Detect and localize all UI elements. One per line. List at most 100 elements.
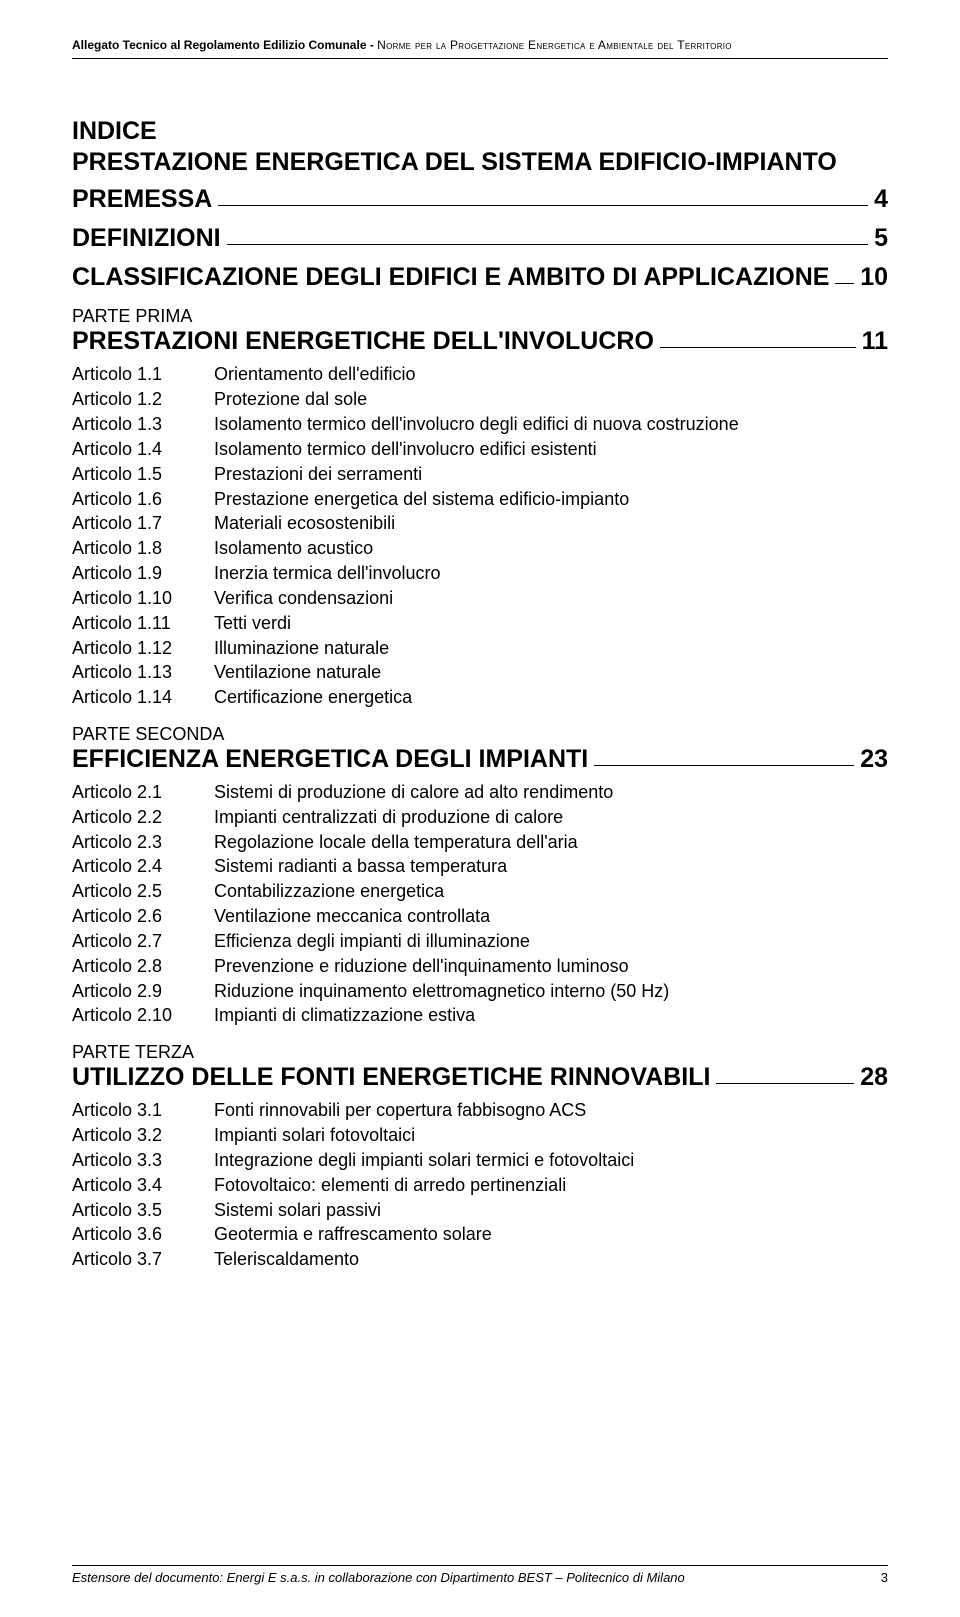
article-number: Articolo 1.9: [72, 561, 214, 586]
article-title: Fotovoltaico: elementi di arredo pertine…: [214, 1173, 888, 1198]
article-number: Articolo 2.6: [72, 904, 214, 929]
toc-row-premessa: PREMESSA 4: [72, 185, 888, 214]
definizioni-label: DEFINIZIONI: [72, 224, 221, 253]
article-row: Articolo 2.8Prevenzione e riduzione dell…: [72, 954, 888, 979]
article-row: Articolo 1.4Isolamento termico dell'invo…: [72, 437, 888, 462]
article-number: Articolo 1.13: [72, 660, 214, 685]
article-number: Articolo 1.6: [72, 487, 214, 512]
parte1-label: PARTE PRIMA: [72, 306, 888, 327]
parte2-heading: EFFICIENZA ENERGETICA DEGLI IMPIANTI: [72, 745, 588, 774]
article-row: Articolo 1.5Prestazioni dei serramenti: [72, 462, 888, 487]
parte3-heading: UTILIZZO DELLE FONTI ENERGETICHE RINNOVA…: [72, 1063, 710, 1092]
article-number: Articolo 1.10: [72, 586, 214, 611]
article-row: Articolo 3.4Fotovoltaico: elementi di ar…: [72, 1173, 888, 1198]
premessa-label: PREMESSA: [72, 185, 212, 214]
article-title: Sistemi solari passivi: [214, 1198, 888, 1223]
article-row: Articolo 1.10Verifica condensazioni: [72, 586, 888, 611]
article-number: Articolo 3.3: [72, 1148, 214, 1173]
article-number: Articolo 1.3: [72, 412, 214, 437]
toc-row-classificazione: CLASSIFICAZIONE DEGLI EDIFICI E AMBITO D…: [72, 263, 888, 292]
article-title: Isolamento acustico: [214, 536, 888, 561]
article-title: Verifica condensazioni: [214, 586, 888, 611]
article-row: Articolo 2.5Contabilizzazione energetica: [72, 879, 888, 904]
article-title: Teleriscaldamento: [214, 1247, 888, 1272]
article-number: Articolo 3.2: [72, 1123, 214, 1148]
indice-title: INDICE: [72, 117, 888, 146]
article-row: Articolo 2.2Impianti centralizzati di pr…: [72, 805, 888, 830]
leader-line: [835, 282, 854, 284]
parte1-articles: Articolo 1.1Orientamento dell'edificioAr…: [72, 362, 888, 710]
article-number: Articolo 1.14: [72, 685, 214, 710]
article-title: Integrazione degli impianti solari termi…: [214, 1148, 888, 1173]
article-row: Articolo 3.5Sistemi solari passivi: [72, 1198, 888, 1223]
article-row: Articolo 1.14Certificazione energetica: [72, 685, 888, 710]
article-title: Fonti rinnovabili per copertura fabbisog…: [214, 1098, 888, 1123]
running-header: Allegato Tecnico al Regolamento Edilizio…: [72, 38, 888, 59]
article-number: Articolo 2.5: [72, 879, 214, 904]
article-row: Articolo 3.2Impianti solari fotovoltaici: [72, 1123, 888, 1148]
article-row: Articolo 2.6Ventilazione meccanica contr…: [72, 904, 888, 929]
article-title: Protezione dal sole: [214, 387, 888, 412]
article-title: Efficienza degli impianti di illuminazio…: [214, 929, 888, 954]
article-number: Articolo 1.12: [72, 636, 214, 661]
article-number: Articolo 3.6: [72, 1222, 214, 1247]
toc-row-definizioni: DEFINIZIONI 5: [72, 224, 888, 253]
article-number: Articolo 2.7: [72, 929, 214, 954]
leader-line: [218, 204, 868, 206]
article-number: Articolo 2.8: [72, 954, 214, 979]
article-number: Articolo 3.7: [72, 1247, 214, 1272]
leader-line: [227, 243, 868, 245]
article-title: Riduzione inquinamento elettromagnetico …: [214, 979, 888, 1004]
article-row: Articolo 1.1Orientamento dell'edificio: [72, 362, 888, 387]
article-title: Contabilizzazione energetica: [214, 879, 888, 904]
parte1-heading: PRESTAZIONI ENERGETICHE DELL'INVOLUCRO: [72, 327, 654, 356]
article-row: Articolo 1.11Tetti verdi: [72, 611, 888, 636]
leader-line: [660, 346, 856, 348]
document-page: Allegato Tecnico al Regolamento Edilizio…: [0, 0, 960, 1617]
article-row: Articolo 1.3Isolamento termico dell'invo…: [72, 412, 888, 437]
article-number: Articolo 2.10: [72, 1003, 214, 1028]
article-number: Articolo 1.2: [72, 387, 214, 412]
article-row: Articolo 1.7Materiali ecosostenibili: [72, 511, 888, 536]
article-row: Articolo 2.7Efficienza degli impianti di…: [72, 929, 888, 954]
article-number: Articolo 2.2: [72, 805, 214, 830]
article-number: Articolo 1.1: [72, 362, 214, 387]
header-bold: Allegato Tecnico al Regolamento Edilizio…: [72, 38, 377, 52]
article-title: Impianti centralizzati di produzione di …: [214, 805, 888, 830]
article-row: Articolo 1.6Prestazione energetica del s…: [72, 487, 888, 512]
footer-page-number: 3: [881, 1570, 888, 1585]
article-title: Geotermia e raffrescamento solare: [214, 1222, 888, 1247]
article-row: Articolo 3.1Fonti rinnovabili per copert…: [72, 1098, 888, 1123]
header-rest: Norme per la Progettazione Energetica e …: [377, 38, 732, 52]
article-number: Articolo 2.4: [72, 854, 214, 879]
footer-text: Estensore del documento: Energi E s.a.s.…: [72, 1570, 685, 1585]
article-row: Articolo 1.13Ventilazione naturale: [72, 660, 888, 685]
article-title: Prestazione energetica del sistema edifi…: [214, 487, 888, 512]
article-row: Articolo 1.8Isolamento acustico: [72, 536, 888, 561]
article-row: Articolo 2.4Sistemi radianti a bassa tem…: [72, 854, 888, 879]
article-title: Materiali ecosostenibili: [214, 511, 888, 536]
article-row: Articolo 3.3Integrazione degli impianti …: [72, 1148, 888, 1173]
article-number: Articolo 3.4: [72, 1173, 214, 1198]
article-title: Orientamento dell'edificio: [214, 362, 888, 387]
classificazione-label: CLASSIFICAZIONE DEGLI EDIFICI E AMBITO D…: [72, 263, 829, 292]
parte2-label: PARTE SECONDA: [72, 724, 888, 745]
article-row: Articolo 1.2Protezione dal sole: [72, 387, 888, 412]
article-title: Isolamento termico dell'involucro degli …: [214, 412, 888, 437]
article-title: Inerzia termica dell'involucro: [214, 561, 888, 586]
article-row: Articolo 3.6Geotermia e raffrescamento s…: [72, 1222, 888, 1247]
article-title: Isolamento termico dell'involucro edific…: [214, 437, 888, 462]
parte3-articles: Articolo 3.1Fonti rinnovabili per copert…: [72, 1098, 888, 1272]
article-title: Prevenzione e riduzione dell'inquinament…: [214, 954, 888, 979]
article-number: Articolo 1.4: [72, 437, 214, 462]
parte2-page: 23: [860, 745, 888, 774]
article-row: Articolo 2.3Regolazione locale della tem…: [72, 830, 888, 855]
article-number: Articolo 1.8: [72, 536, 214, 561]
article-title: Sistemi radianti a bassa temperatura: [214, 854, 888, 879]
running-footer: Estensore del documento: Energi E s.a.s.…: [72, 1565, 888, 1585]
parte3-heading-row: UTILIZZO DELLE FONTI ENERGETICHE RINNOVA…: [72, 1063, 888, 1092]
article-title: Regolazione locale della temperatura del…: [214, 830, 888, 855]
article-title: Impianti solari fotovoltaici: [214, 1123, 888, 1148]
definizioni-page: 5: [874, 224, 888, 253]
article-title: Ventilazione meccanica controllata: [214, 904, 888, 929]
